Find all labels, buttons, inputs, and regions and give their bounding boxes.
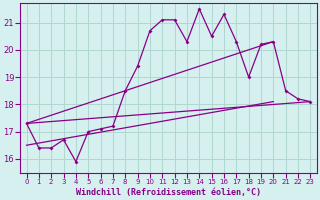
X-axis label: Windchill (Refroidissement éolien,°C): Windchill (Refroidissement éolien,°C)	[76, 188, 261, 197]
